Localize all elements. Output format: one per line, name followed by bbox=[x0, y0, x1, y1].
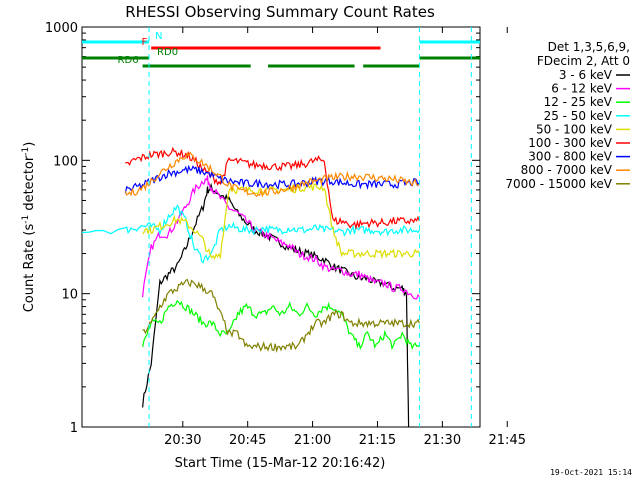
x-tick-label: 21:15 bbox=[359, 433, 396, 448]
series-line-25-50-kev bbox=[81, 204, 420, 264]
x-axis-label: Start Time (15-Mar-12 20:16:42) bbox=[175, 456, 386, 471]
series-line-6-12-kev bbox=[142, 175, 420, 300]
timestamp: 19-Oct-2021 15:14 bbox=[550, 468, 632, 477]
y-tick-label: 10 bbox=[61, 288, 78, 303]
flag-label-rd0: RD0 bbox=[157, 47, 178, 58]
x-axis: 20:30 20:45 21:00 21:15 21:30 21:45 bbox=[164, 27, 526, 448]
legend-entry-label: 800 - 7000 keV bbox=[521, 163, 613, 177]
y-axis-label-mid: detector bbox=[22, 155, 37, 215]
series-layer bbox=[81, 146, 420, 428]
legend-entry-label: 7000 - 15000 keV bbox=[505, 177, 612, 191]
flag-layer: NF RD0 RD6 bbox=[82, 27, 480, 427]
series-line-7000-15000-kev bbox=[142, 278, 420, 353]
y-tick-label: 100 bbox=[53, 154, 78, 169]
series-line-300-800-kev bbox=[124, 164, 420, 194]
y-axis: 1 10 100 1000 bbox=[45, 21, 480, 436]
legend-entry-label: 100 - 300 keV bbox=[528, 136, 612, 150]
legend-entry-label: 6 - 12 keV bbox=[551, 82, 613, 96]
legend-header-2: FDecim 2, Att 0 bbox=[537, 54, 630, 68]
flag-label-n: N bbox=[155, 31, 162, 42]
legend-header-1: Det 1,3,5,6,9, bbox=[548, 40, 630, 54]
plot-frame bbox=[81, 26, 481, 428]
y-axis-label-sup1: -1 bbox=[21, 215, 31, 224]
legend-entry-label: 300 - 800 keV bbox=[528, 150, 612, 164]
y-axis-label: Count Rate (s-1 detector-1) bbox=[21, 142, 37, 313]
x-tick-label: 21:45 bbox=[489, 433, 526, 448]
series-line-800-7000-kev bbox=[124, 151, 420, 198]
flag-label-rd6: RD6 bbox=[118, 55, 139, 66]
legend-entry-label: 12 - 25 keV bbox=[544, 95, 613, 109]
y-axis-label-main: Count Rate (s bbox=[22, 224, 37, 313]
x-tick-label: 20:30 bbox=[164, 433, 201, 448]
chart-title: RHESSI Observing Summary Count Rates bbox=[125, 3, 435, 21]
series-line-100-300-kev bbox=[125, 146, 420, 231]
legend-entry-label: 50 - 100 keV bbox=[536, 122, 613, 136]
x-tick-label: 21:30 bbox=[424, 433, 461, 448]
y-tick-label: 1000 bbox=[45, 21, 78, 36]
y-axis-label-end: ) bbox=[22, 142, 37, 147]
y-tick-label: 1 bbox=[70, 421, 78, 436]
x-tick-label: 21:00 bbox=[294, 433, 331, 448]
series-line-12-25-kev bbox=[142, 299, 420, 351]
x-tick-label: 20:45 bbox=[229, 433, 266, 448]
legend-entry-label: 3 - 6 keV bbox=[559, 68, 613, 82]
legend-entry-label: 25 - 50 keV bbox=[544, 109, 613, 123]
flag-label-f: F bbox=[141, 37, 147, 48]
y-axis-label-sup2: -1 bbox=[21, 147, 31, 156]
